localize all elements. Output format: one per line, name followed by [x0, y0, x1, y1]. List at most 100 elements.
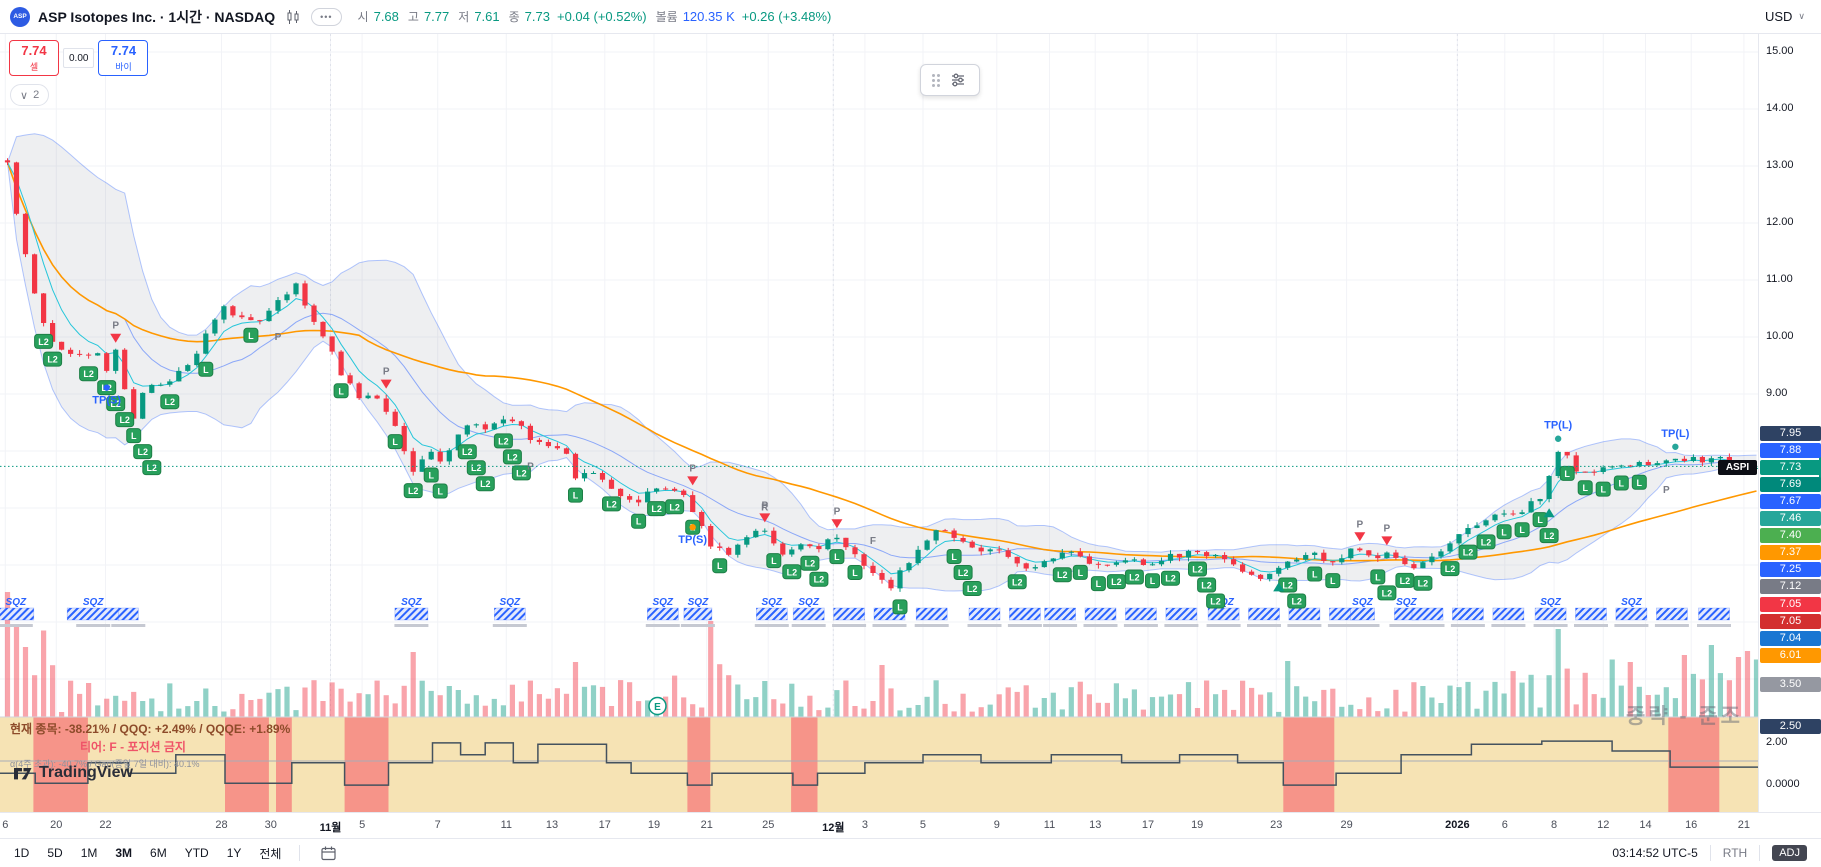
- svg-text:L2: L2: [507, 452, 518, 462]
- go-to-date-icon[interactable]: [318, 843, 339, 864]
- sell-signal-triangle: [380, 379, 392, 389]
- svg-text:L2: L2: [606, 499, 617, 509]
- bottom-toolbar: 1D 5D 1M 3M 6M YTD 1Y 전체 03:14:52 UTC-5 RTH ADJ: [0, 838, 1821, 867]
- svg-text:L2: L2: [165, 397, 176, 407]
- sqz-band: [394, 607, 429, 621]
- range-button-6M[interactable]: 6M: [150, 846, 167, 860]
- sqz-band: [1411, 607, 1444, 621]
- drag-handle-icon[interactable]: [932, 73, 940, 87]
- range-button-3M[interactable]: 3M: [115, 846, 133, 860]
- svg-text:L2: L2: [480, 479, 491, 489]
- close-value: 7.73: [524, 9, 550, 24]
- sqz-subtext: [967, 624, 1002, 627]
- svg-text:L: L: [1519, 525, 1525, 535]
- clock[interactable]: 03:14:52 UTC-5: [1612, 846, 1698, 860]
- sqz-band: [118, 607, 139, 621]
- time-label: 6: [1501, 819, 1508, 831]
- sqz-subtext: [1654, 624, 1689, 627]
- sqz-band: [1575, 607, 1607, 621]
- time-label: 20: [50, 819, 63, 831]
- svg-text:L: L: [1078, 568, 1084, 578]
- sell-button[interactable]: 7.74 셀: [9, 40, 59, 76]
- sell-signal-triangle: [1354, 532, 1366, 542]
- long-badge: [1007, 574, 1027, 590]
- range-button-1D[interactable]: 1D: [14, 846, 30, 860]
- long-badge: [1631, 474, 1647, 490]
- long-badge: [160, 394, 180, 410]
- earnings-icon[interactable]: [648, 696, 667, 716]
- tradingview-logo-text: TradingView: [39, 763, 133, 781]
- time-label: 11: [500, 819, 513, 831]
- time-axis[interactable]: 6 20 22 28 30 11월 5 7 11 13 17 19 21 25 12월 3 5 9 11 13 17 19…: [0, 812, 1821, 839]
- more-options-button[interactable]: •••: [311, 7, 342, 26]
- adjust-toggle[interactable]: ADJ: [1772, 845, 1807, 861]
- range-button-1M[interactable]: 1M: [80, 846, 98, 860]
- currency-selector[interactable]: USD ∨: [1765, 9, 1811, 24]
- settings-sliders-icon[interactable]: [948, 70, 968, 90]
- svg-text:L2: L2: [1291, 596, 1302, 606]
- chart-type-icon[interactable]: [283, 7, 303, 27]
- sqz-subtext: [680, 624, 715, 627]
- collapse-indicators-chip[interactable]: ∨ 2: [10, 84, 50, 106]
- svg-text:L: L: [1619, 479, 1625, 489]
- svg-text:L2: L2: [1481, 537, 1492, 547]
- long-badge: [403, 483, 423, 499]
- sqz-subtext: [1697, 624, 1731, 627]
- chart-pane[interactable]: SQZSQZSQZSQZSQZSQZSQZSQZSQZSQZSQZSQZSQZL…: [0, 34, 1758, 812]
- time-label: 17: [598, 819, 611, 831]
- tier-panel-bg: [0, 717, 1758, 812]
- sell-signal-triangle: [1381, 536, 1393, 546]
- tier-step-line: [0, 740, 1758, 786]
- long-badge: [1072, 564, 1088, 580]
- sqz-subtext: [1007, 624, 1042, 627]
- range-button-YTD[interactable]: YTD: [184, 846, 209, 860]
- tier-red-zone: [1283, 717, 1335, 812]
- sqz-subtext: [1327, 624, 1362, 627]
- high-label: 고: [407, 10, 419, 24]
- indicator-scale-label: 2.00: [1766, 736, 1788, 748]
- long-badge: [892, 599, 908, 615]
- time-label: 21: [700, 819, 713, 831]
- sqz-subtext: [76, 624, 111, 627]
- range-button-전체[interactable]: 전체: [259, 846, 282, 861]
- sqz-subtext: [492, 624, 527, 627]
- tp-dot: [1554, 435, 1562, 442]
- svg-text:L: L: [1564, 469, 1570, 479]
- time-label: 6: [2, 819, 9, 831]
- long-badge: [198, 361, 214, 377]
- buy-button[interactable]: 7.74 바이: [98, 40, 149, 76]
- long-badge: [602, 496, 621, 512]
- tp-label: TP(S): [678, 534, 707, 546]
- symbol-logo: ASP: [10, 6, 30, 27]
- time-label: 8: [1551, 819, 1558, 831]
- sqz-subtext: [1614, 624, 1649, 627]
- time-label: 11월: [319, 822, 342, 834]
- symbol-title[interactable]: ASP Isotopes Inc. · 1시간 · NASDAQ: [38, 8, 276, 25]
- tradingview-logo[interactable]: TradingView: [12, 762, 133, 783]
- long-badge: [457, 444, 477, 460]
- sqz-subtext: [791, 624, 826, 627]
- price-axis[interactable]: 15.00 14.00 13.00 12.00 11.00 10.00 9.00 7.95 7.…: [1718, 34, 1821, 812]
- price-chip: 7.05: [1760, 596, 1821, 612]
- price-chart-canvas[interactable]: SQZSQZSQZSQZSQZSQZSQZSQZSQZSQZSQZSQZSQZL…: [0, 34, 1758, 812]
- svg-text:L2: L2: [47, 355, 58, 365]
- session-toggle[interactable]: RTH: [1722, 846, 1748, 860]
- range-button-1Y[interactable]: 1Y: [226, 846, 242, 860]
- sqz-label: SQZ: [1396, 597, 1417, 608]
- long-badge: [1496, 524, 1512, 540]
- range-button-5D[interactable]: 5D: [47, 846, 63, 860]
- sqz-band: [968, 607, 1001, 621]
- sqz-subtext: [1123, 624, 1158, 627]
- long-badge: [79, 366, 99, 382]
- sqz-label: SQZ: [761, 597, 782, 608]
- long-badge: [333, 383, 349, 399]
- tier-status-text: 티어: F - 포지션 금지: [80, 740, 186, 754]
- svg-text:L2: L2: [1544, 531, 1555, 541]
- price-tick: 12.00: [1766, 216, 1794, 228]
- trade-panel: 7.74 셀 0.00 7.74 바이: [9, 40, 149, 76]
- date-range-group: 1D 5D 1M 3M 6M YTD 1Y 전체: [14, 845, 281, 862]
- volume-change: +0.26 (+3.48%): [741, 9, 832, 24]
- long-badge: [782, 564, 802, 580]
- sqz-band: [1288, 607, 1321, 621]
